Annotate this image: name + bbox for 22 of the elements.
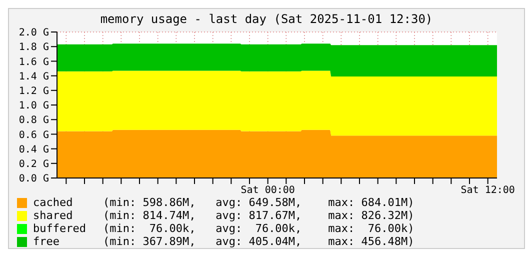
x-tick-label: Sat 12:00	[460, 185, 515, 196]
text: (min: 598.86M, avg: 649.58M, max: 684.01M)	[103, 196, 414, 209]
y-tick-label: 0.0 G	[18, 174, 49, 185]
y-tick-label: 2.0 G	[18, 28, 49, 39]
y-tick-label: 1.0 G	[18, 100, 49, 112]
legend-label: cached	[33, 196, 74, 209]
y-tick-label: 0.8 G	[18, 115, 49, 126]
y-tick-label: 1.4 G	[18, 71, 49, 82]
text: (min: 76.00k, avg: 76.00k, max: 76.00k)	[103, 222, 414, 235]
y-tick-label: 1.2 G	[18, 86, 49, 97]
y-tick-label: 1.6 G	[18, 56, 49, 68]
y-tick-label: 0.2 G	[18, 158, 49, 170]
chart-title: memory usage - last day (Sat 2025-11-01 12:30)	[99, 11, 434, 26]
y-tick-label: 0.6 G	[18, 130, 49, 141]
x-tick-label: Sat 00:00	[240, 185, 295, 196]
text: (min: 814.74M, avg: 817.67M, max: 826.32M)	[103, 209, 414, 222]
y-tick-label: 0.4 G	[18, 144, 49, 156]
legend-label: shared	[33, 209, 74, 222]
y-tick-label: 1.8 G	[18, 42, 49, 54]
legend-label: free	[33, 235, 60, 248]
legend-label: buffered	[33, 222, 87, 235]
text: (min: 367.89M, avg: 405.04M, max: 456.48M)	[103, 235, 414, 248]
